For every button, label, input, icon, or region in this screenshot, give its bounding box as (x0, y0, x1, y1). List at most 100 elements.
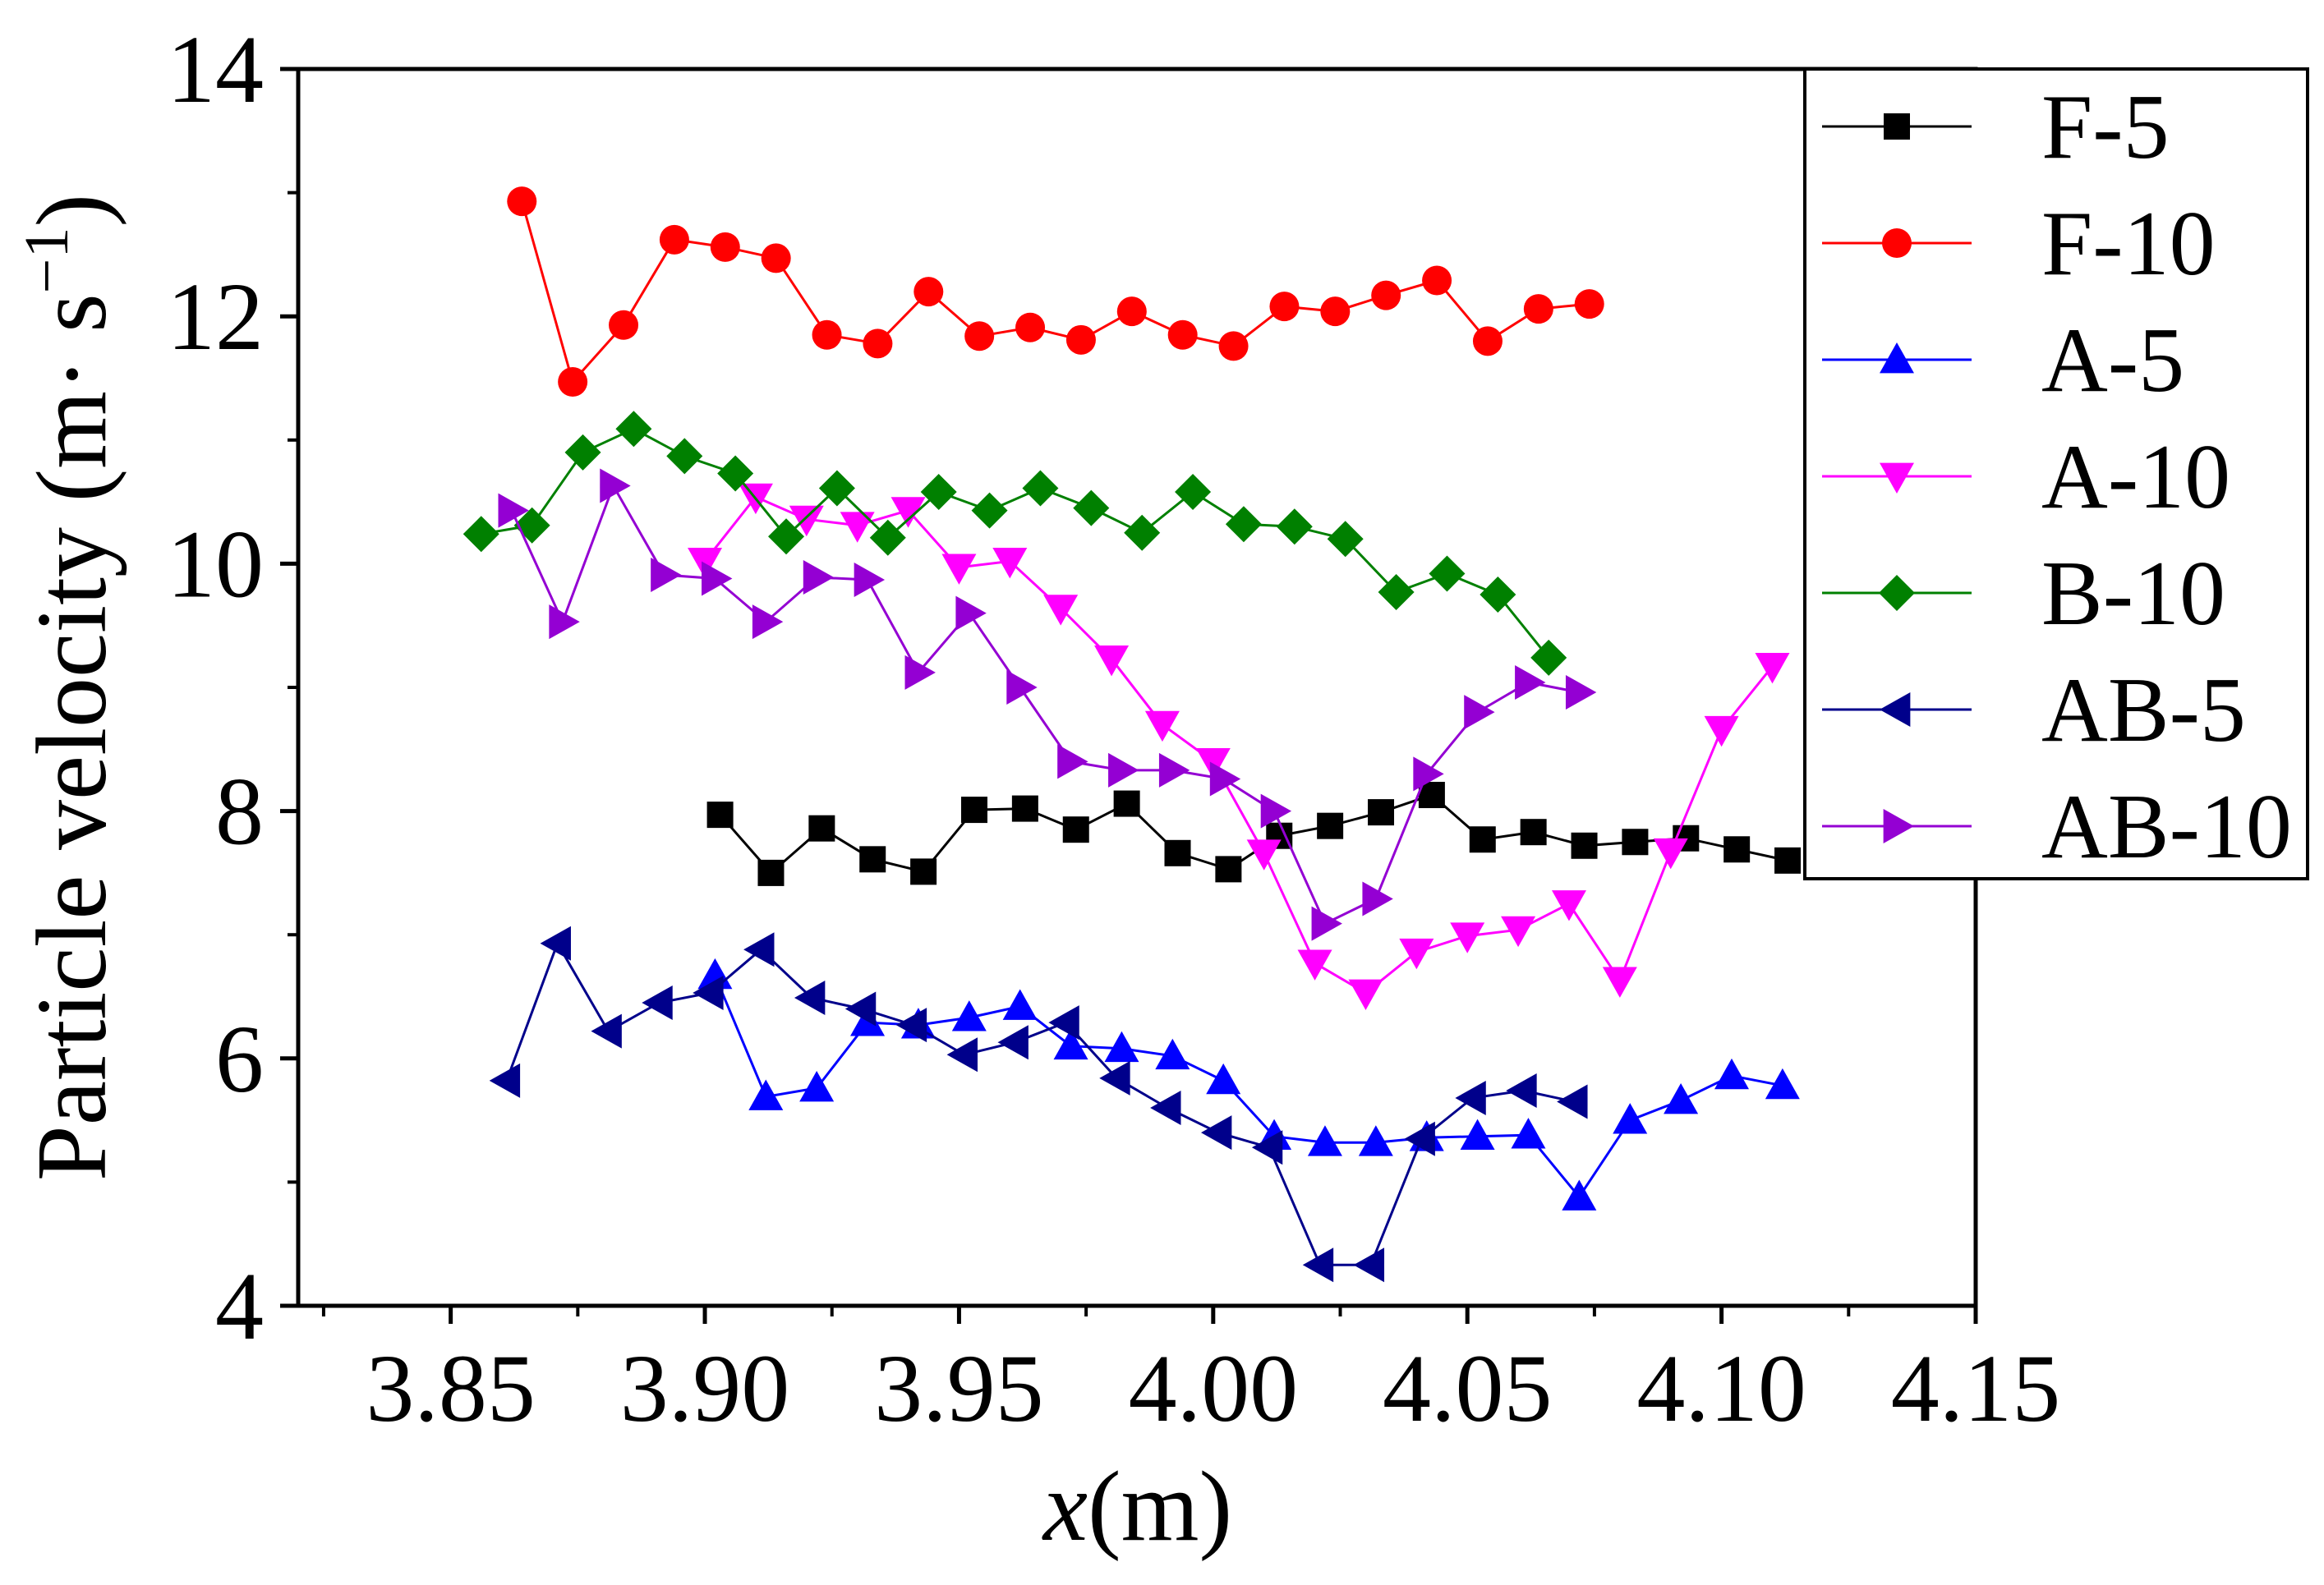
data-point-b-10 (462, 516, 499, 553)
data-point-ab-5 (1201, 1115, 1232, 1151)
x-tick-label: 3.85 (366, 1335, 536, 1442)
data-point-f-5 (1062, 816, 1089, 843)
legend-item-ab-10: AB-10 (1822, 776, 2292, 878)
data-point-f-5 (808, 815, 835, 842)
data-point-a-5 (1104, 1031, 1139, 1063)
data-point-a-10 (890, 497, 926, 528)
data-point-ab-10 (498, 493, 529, 528)
legend-label: F-5 (2041, 76, 2170, 178)
data-point-ab-10 (1006, 670, 1038, 705)
legend-item-b-10: B-10 (1822, 543, 2225, 645)
data-point-b-10 (615, 411, 652, 448)
data-point-f-10 (863, 328, 893, 359)
series-a-5 (697, 958, 1800, 1211)
data-point-f-5 (1317, 812, 1344, 839)
data-point-b-10 (1327, 521, 1364, 558)
y-tick-label: 10 (167, 510, 264, 618)
legend-marker-ab-5 (1880, 692, 1911, 727)
data-point-b-10 (768, 518, 805, 555)
data-point-ab-10 (1158, 752, 1190, 788)
data-point-ab-5 (946, 1037, 978, 1073)
legend-item-a-5: A-5 (1822, 310, 2184, 411)
data-point-f-5 (960, 797, 987, 824)
legend-label: AB-10 (2041, 776, 2292, 878)
data-point-a-5 (1765, 1068, 1800, 1100)
data-point-f-10 (1167, 319, 1198, 350)
legend-marker-f-10 (1882, 228, 1912, 258)
data-point-b-10 (1378, 574, 1415, 611)
data-point-f-10 (1015, 312, 1046, 342)
x-tick-label: 3.90 (620, 1335, 790, 1442)
data-point-b-10 (1225, 506, 1262, 543)
data-point-f-10 (964, 321, 995, 351)
data-point-f-5 (1113, 790, 1140, 817)
data-point-f-10 (1523, 294, 1553, 324)
data-point-ab-10 (854, 562, 886, 597)
data-point-f-5 (1011, 795, 1038, 822)
data-point-a-10 (992, 548, 1028, 579)
data-point-f-5 (706, 802, 734, 829)
data-point-ab-10 (1565, 675, 1597, 710)
series-f-10 (507, 186, 1604, 397)
data-point-ab-5 (1099, 1060, 1130, 1096)
series-line-ab-5 (505, 940, 1575, 1266)
data-point-ab-5 (693, 975, 724, 1010)
data-point-b-10 (1124, 514, 1161, 551)
data-point-ab-10 (549, 604, 580, 640)
data-point-a-10 (1501, 916, 1536, 948)
data-point-b-10 (920, 474, 957, 511)
data-point-f-10 (710, 232, 740, 262)
x-tick-label: 4.15 (1891, 1335, 2061, 1442)
series-line-f-5 (719, 793, 1788, 875)
data-point-b-10 (1022, 470, 1059, 507)
legend-item-f-5: F-5 (1822, 76, 2170, 178)
series-a-10 (688, 483, 1790, 1010)
y-tick-label: 6 (215, 1005, 264, 1113)
data-point-a-10 (1297, 949, 1332, 981)
data-point-b-10 (1480, 577, 1516, 613)
data-point-b-10 (564, 434, 601, 471)
data-point-ab-10 (1260, 793, 1292, 829)
legend-marker-a-10 (1880, 462, 1914, 494)
data-point-ab-5 (1506, 1073, 1537, 1108)
series-line-a-10 (703, 495, 1774, 995)
y-tick-label: 8 (215, 758, 264, 866)
data-point-b-10 (1073, 489, 1110, 526)
data-point-f-10 (812, 319, 842, 350)
data-point-f-10 (761, 243, 791, 273)
data-point-ab-5 (1048, 1005, 1079, 1041)
data-point-f-10 (1269, 292, 1300, 322)
series-line-b-10 (481, 427, 1550, 659)
series-line-f-10 (520, 200, 1590, 385)
series-line-ab-10 (510, 482, 1580, 926)
legend: F-5 F-10 A-5 A-10 B-10 AB-5 AB-10 (1803, 67, 2309, 880)
data-point-ab-5 (997, 1025, 1029, 1060)
legend-label: A-10 (2041, 426, 2230, 528)
data-point-ab-10 (651, 557, 682, 592)
data-point-a-10 (1704, 715, 1739, 747)
data-point-ab-5 (895, 1008, 927, 1043)
data-point-f-5 (1164, 839, 1191, 866)
data-point-a-5 (1714, 1058, 1749, 1090)
legend-marker-ab-10 (1883, 809, 1914, 843)
data-point-ab-10 (1108, 752, 1139, 788)
data-point-ab-10 (1362, 881, 1393, 917)
y-tick-label: 14 (167, 16, 264, 123)
data-point-f-10 (609, 310, 639, 340)
data-point-f-5 (1215, 856, 1242, 883)
data-point-ab-5 (1455, 1080, 1486, 1115)
data-point-ab-10 (955, 595, 987, 631)
data-point-b-10 (869, 519, 906, 556)
data-point-a-10 (1144, 710, 1180, 742)
data-point-b-10 (717, 455, 754, 492)
data-point-b-10 (971, 492, 1008, 529)
data-point-a-5 (1206, 1063, 1241, 1095)
data-point-a-10 (789, 505, 824, 537)
y-axis-title: Particle velocity (m· s−1) (12, 194, 127, 1181)
data-point-a-5 (1613, 1103, 1648, 1134)
data-point-ab-5 (1150, 1091, 1181, 1126)
data-point-f-10 (1218, 331, 1249, 361)
data-point-a-10 (1399, 938, 1434, 970)
data-point-ab-10 (600, 468, 631, 503)
